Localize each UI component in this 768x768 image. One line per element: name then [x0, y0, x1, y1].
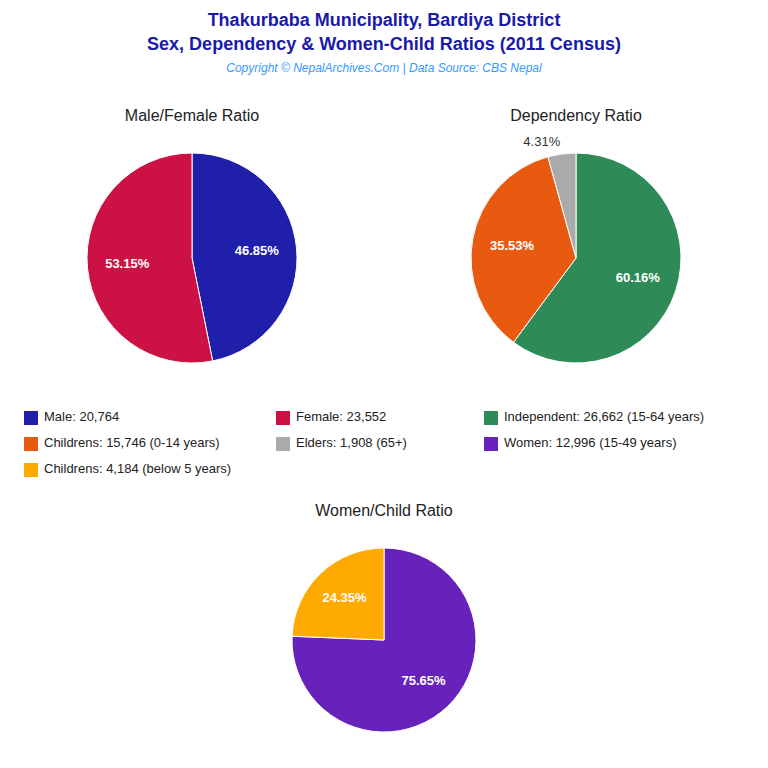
- data-label: 46.85%: [235, 243, 280, 258]
- legend-swatch: [484, 437, 498, 451]
- legend-label: Childrens: 4,184 (below 5 years): [44, 461, 231, 476]
- legend-swatch: [24, 437, 38, 451]
- pie-title: Women/Child Ratio: [315, 502, 453, 519]
- pie-slice: [292, 548, 384, 640]
- pie-chart: Women/Child Ratio 75.65% 24.35%: [292, 502, 476, 732]
- slices: [471, 153, 681, 363]
- data-label: 60.16%: [616, 270, 661, 285]
- pie-slice: [87, 153, 213, 363]
- data-label: 35.53%: [490, 238, 535, 253]
- legend-swatch: [24, 463, 38, 477]
- legend-label: Male: 20,764: [44, 409, 119, 424]
- pie-slice: [192, 153, 297, 361]
- main-subtitle: Sex, Dependency & Women-Child Ratios (20…: [147, 34, 621, 54]
- data-labels: 46.85% 53.15%: [105, 243, 279, 271]
- legend-swatch: [24, 411, 38, 425]
- chart-container: Thakurbaba Municipality, Bardiya Distric…: [0, 0, 768, 768]
- legend-label: Women: 12,996 (15-49 years): [504, 435, 676, 450]
- pie-title: Male/Female Ratio: [125, 107, 259, 124]
- legend-label: Female: 23,552: [296, 409, 386, 424]
- legend-swatch: [276, 437, 290, 451]
- slices: [87, 153, 297, 363]
- legend-label: Elders: 1,908 (65+): [296, 435, 407, 450]
- data-labels: 75.65% 24.35%: [322, 590, 446, 687]
- slices: [292, 548, 476, 732]
- legend-swatch: [276, 411, 290, 425]
- legend-label: Independent: 26,662 (15-64 years): [504, 409, 704, 424]
- data-labels: 60.16% 35.53% 4.31%: [490, 134, 660, 285]
- data-label: 4.31%: [523, 134, 560, 149]
- background: [0, 0, 768, 768]
- data-label: 75.65%: [401, 673, 446, 688]
- pie-slice: [548, 153, 576, 258]
- pie-chart: Male/Female Ratio 46.85% 53.15%: [87, 107, 297, 363]
- data-label: 53.15%: [105, 256, 150, 271]
- legend: Male: 20,764 Female: 23,552 Independent: 2…: [24, 409, 704, 477]
- chart-svg: Thakurbaba Municipality, Bardiya Distric…: [0, 0, 768, 768]
- pie-chart: Dependency Ratio 60.16% 35.53% 4.31%: [471, 107, 681, 363]
- legend-label: Childrens: 15,746 (0-14 years): [44, 435, 220, 450]
- data-label: 24.35%: [322, 590, 367, 605]
- legend-swatch: [484, 411, 498, 425]
- pie-slice: [292, 548, 476, 732]
- main-title: Thakurbaba Municipality, Bardiya Distric…: [208, 10, 561, 30]
- annotation: Copyright © NepalArchives.Com | Data Sou…: [226, 61, 542, 75]
- pie-title: Dependency Ratio: [510, 107, 642, 124]
